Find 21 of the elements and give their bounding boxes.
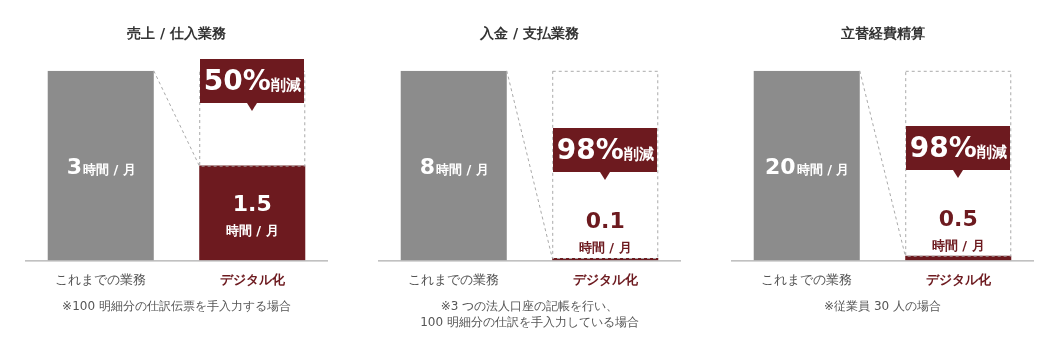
x-tick-label: デジタル化	[219, 271, 286, 287]
x-tick-label: デジタル化	[925, 271, 992, 287]
text: ※100 明細分の仕訳伝票を手入力する場合	[62, 299, 291, 313]
data-label: 0.1時間 / 月	[578, 208, 632, 256]
text: ※3 つの法人口座の記帳を行い、 100 明細分の仕訳を手入力している場合	[420, 299, 639, 329]
x-tick-label: これまでの業務	[55, 271, 147, 287]
data-label: 0.5時間 / 月	[931, 205, 985, 253]
x-tick-label: デジタル化	[572, 271, 639, 287]
chart-title: 売上 / 仕入業務	[127, 25, 227, 42]
chart-title: 立替経費精算	[839, 25, 925, 42]
text: ※従業員 30 人の場合	[824, 299, 941, 313]
data-label: 3時間 / 月	[66, 153, 136, 179]
chart-title: 入金 / 支払業務	[479, 25, 580, 42]
data-label: 1.5時間 / 月	[225, 191, 279, 238]
annotation: 98%削減	[556, 132, 654, 168]
annotation: 50%削減	[203, 62, 301, 99]
data-label: 20時間 / 月	[765, 153, 850, 179]
annotation: 98%削減	[909, 129, 1007, 166]
data-label: 8時間 / 月	[419, 153, 489, 179]
x-tick-label: これまでの業務	[408, 271, 500, 287]
x-tick-label: これまでの業務	[761, 271, 853, 287]
